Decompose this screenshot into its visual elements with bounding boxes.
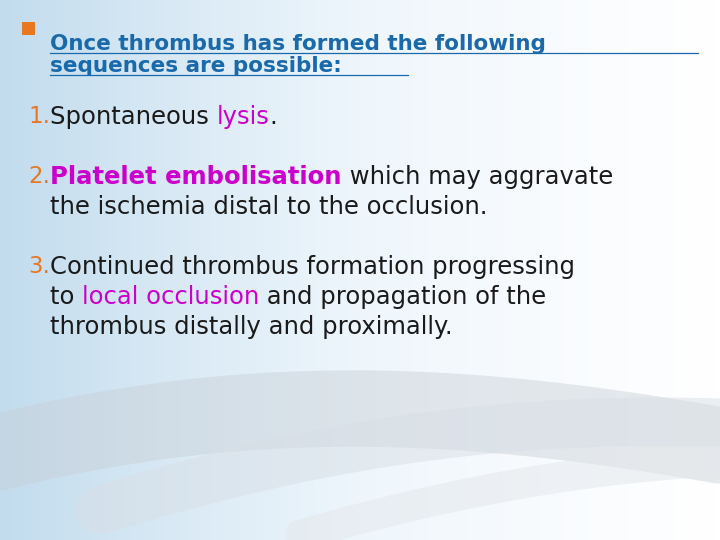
Text: Once thrombus has formed the following: Once thrombus has formed the following bbox=[50, 34, 546, 54]
Text: 1.: 1. bbox=[28, 105, 50, 128]
Text: Platelet embolisation: Platelet embolisation bbox=[50, 165, 341, 189]
Text: .: . bbox=[269, 105, 277, 129]
Text: the ischemia distal to the occlusion.: the ischemia distal to the occlusion. bbox=[50, 195, 487, 219]
Text: sequences are possible:: sequences are possible: bbox=[50, 56, 342, 76]
Text: thrombus distally and proximally.: thrombus distally and proximally. bbox=[50, 315, 453, 339]
Bar bbox=[22, 22, 35, 35]
Text: and propagation of the: and propagation of the bbox=[259, 285, 546, 309]
Text: which may aggravate: which may aggravate bbox=[341, 165, 613, 189]
Text: Continued thrombus formation progressing: Continued thrombus formation progressing bbox=[50, 255, 575, 279]
Text: local occlusion: local occlusion bbox=[82, 285, 259, 309]
Text: lysis: lysis bbox=[217, 105, 269, 129]
Text: 3.: 3. bbox=[28, 255, 50, 278]
Text: to: to bbox=[50, 285, 82, 309]
Text: Spontaneous: Spontaneous bbox=[50, 105, 217, 129]
Text: 2.: 2. bbox=[28, 165, 50, 188]
